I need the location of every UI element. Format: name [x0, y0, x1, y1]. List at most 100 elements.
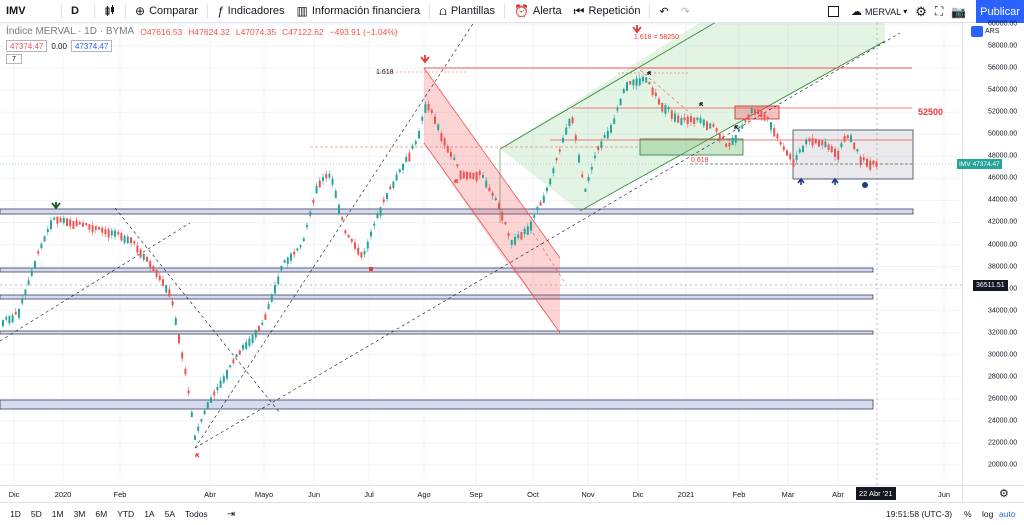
channel-line[interactable] [423, 67, 561, 259]
candle-body [699, 117, 702, 123]
arrow-up-icon[interactable] [797, 177, 805, 185]
support-box[interactable] [0, 267, 874, 273]
log-toggle[interactable]: log [982, 509, 994, 519]
spread-value: 0.00 [51, 41, 67, 51]
redo-button[interactable]: ↷ [675, 0, 696, 23]
fullscreen-box-icon[interactable] [828, 6, 839, 17]
arrow-up-icon[interactable] [831, 177, 839, 185]
flag-marker[interactable] [369, 267, 373, 271]
annotation-marks[interactable]: 1.618 1.618 = 58250 0.618 52500 [51, 25, 943, 458]
range-button[interactable]: 6M [95, 509, 108, 519]
channel-line[interactable] [579, 40, 886, 212]
arrow-down-icon[interactable] [51, 202, 61, 210]
fib-label-mid[interactable]: 0.618 [691, 157, 709, 164]
candle-body [66, 218, 68, 226]
alert-button[interactable]: ⏰ Alerta [508, 0, 568, 23]
candle-body [59, 217, 62, 223]
arrow-diag-icon[interactable] [647, 71, 652, 76]
fib-label-right[interactable]: 1.618 = 58250 [634, 34, 679, 41]
trend-line[interactable] [114, 207, 281, 414]
range-button[interactable]: 3M [73, 509, 86, 519]
candle-body [91, 225, 94, 233]
toolbar-divider [206, 3, 208, 19]
arrow-diag-icon[interactable] [454, 179, 459, 184]
trend-line[interactable] [639, 69, 691, 114]
time-tick-label: Mar [781, 490, 795, 499]
arrow-down-icon[interactable] [632, 25, 642, 34]
gear-icon[interactable]: ⚙ [999, 488, 1009, 500]
price-chart[interactable]: 1.618 1.618 = 58250 0.618 52500 [0, 23, 962, 485]
arrow-diag-icon[interactable] [734, 125, 739, 130]
compare-button[interactable]: ⊕ Comparar [129, 0, 204, 23]
axis-settings-corner[interactable]: ⚙ [962, 485, 1024, 502]
range-button[interactable]: 5A [164, 509, 175, 519]
sell-button[interactable]: 47374.47 [6, 40, 48, 52]
candle-body [302, 238, 305, 242]
fib-label-top[interactable]: 1.618 [376, 69, 394, 76]
green-box[interactable] [639, 138, 744, 156]
indicators-button[interactable]: ƒ Indicadores [211, 0, 291, 23]
gear-icon[interactable]: ⚙ [915, 3, 927, 19]
candle-body [261, 322, 264, 325]
arrow-diag-icon[interactable] [699, 102, 704, 107]
support-box[interactable] [0, 208, 914, 215]
range-box[interactable] [792, 129, 914, 180]
publish-button[interactable]: Publicar [976, 0, 1024, 23]
channel-line[interactable] [423, 142, 561, 334]
arrow-down-icon[interactable] [420, 55, 430, 64]
support-box[interactable] [0, 330, 874, 335]
candle-body [328, 173, 331, 178]
candle-body [811, 138, 814, 146]
support-box[interactable] [0, 399, 874, 410]
candle-body [747, 114, 750, 120]
candle-body [229, 365, 232, 368]
ars-badge[interactable] [971, 26, 983, 37]
candle-body [350, 239, 353, 242]
bottom-time[interactable]: 19:51:58 (UTC-3) [886, 509, 953, 519]
arrow-diag-icon[interactable] [195, 453, 200, 458]
range-button[interactable]: 5D [30, 509, 42, 519]
trend-line[interactable] [194, 32, 901, 449]
trend-line[interactable] [194, 23, 480, 449]
range-button[interactable]: 1A [144, 509, 155, 519]
goto-date-icon[interactable]: ⇥ [226, 508, 236, 520]
percent-toggle[interactable]: % [964, 509, 972, 519]
trend-line[interactable] [529, 227, 566, 284]
time-axis[interactable]: Dic 2020 Feb Abr Mayo Jun Jul Ago Sep Oct Nov Dic 20… [0, 485, 962, 502]
ascending-channel[interactable] [500, 23, 885, 211]
support-box[interactable] [0, 294, 874, 300]
indicators-toggle[interactable]: 7 [6, 54, 22, 64]
legend-title[interactable]: Índice MERVAL · 1D · BYMA [6, 26, 135, 37]
drawings[interactable] [0, 23, 962, 485]
chevron-down-icon[interactable]: ▾ [903, 7, 908, 16]
replay-button[interactable]: ⏮ Repetición [568, 0, 647, 23]
time-tick-label: Ago [417, 490, 431, 499]
question-mark-icon[interactable] [862, 182, 868, 188]
range-button[interactable]: 1M [51, 509, 64, 519]
chart-style-button[interactable] [98, 0, 122, 23]
candle-body [418, 131, 420, 139]
range-button[interactable]: YTD [117, 509, 135, 519]
undo-button[interactable]: ↶ [653, 0, 674, 23]
interval-button[interactable]: D [71, 5, 79, 17]
legend-high: H47624.32 [188, 26, 230, 37]
channel-line[interactable] [499, 23, 745, 150]
range-button[interactable]: 1D [10, 509, 21, 519]
price-tick-label: 28000.00 [988, 373, 1018, 381]
buy-button[interactable]: 47374.47 [70, 40, 113, 52]
symbol-search-button[interactable]: IMV [6, 5, 26, 17]
candle-body [722, 137, 724, 140]
layout-name[interactable]: MERVAL [865, 6, 902, 17]
descending-channel[interactable] [424, 68, 560, 333]
camera-icon[interactable]: 📷 [951, 4, 967, 19]
auto-toggle[interactable]: auto [999, 509, 1016, 519]
templates-button[interactable]: ⩍ Plantillas [433, 0, 501, 23]
fullscreen-icon[interactable]: ⛶ [934, 4, 944, 18]
range-button[interactable]: Todos [185, 509, 208, 519]
candle-body [568, 118, 571, 127]
candle-body [725, 143, 728, 147]
price-axis[interactable]: ARS 60000.00 58000.00 56000.00 54000.00 5200… [957, 21, 1024, 485]
financial-button[interactable]: ▥ Información financiera [291, 0, 427, 23]
level-label[interactable]: 52500 [918, 107, 943, 117]
trend-line[interactable] [0, 222, 191, 342]
